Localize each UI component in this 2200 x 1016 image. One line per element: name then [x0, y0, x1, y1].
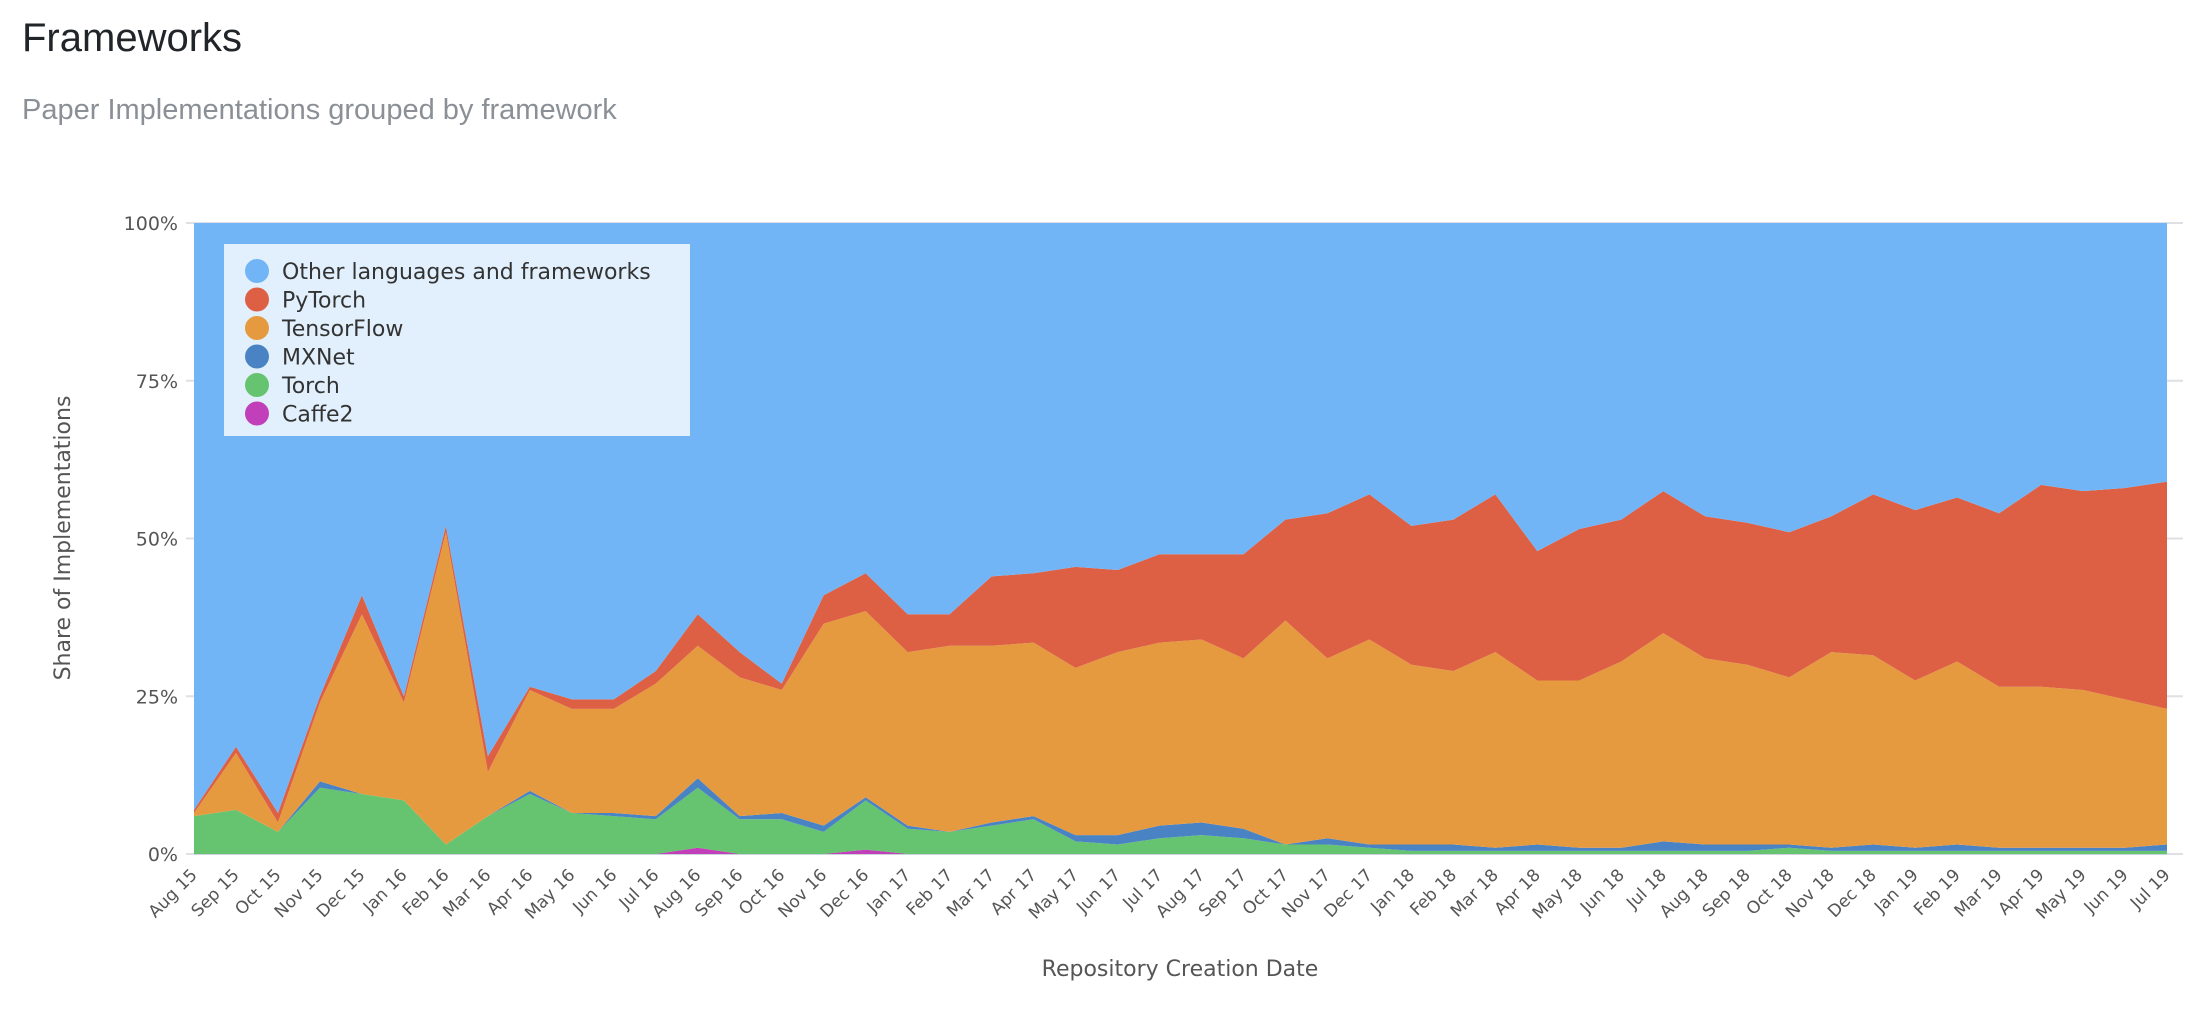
legend-marker-icon — [245, 259, 269, 283]
legend-label: PyTorch — [282, 289, 366, 314]
area-torch[interactable] — [194, 787, 2167, 854]
legend-marker-icon — [245, 373, 269, 397]
area-tensorflow[interactable] — [194, 532, 2167, 848]
x-tick-label: Mar 18 — [1447, 865, 1503, 921]
legend: Other languages and frameworks PyTorch Ten… — [224, 244, 690, 436]
y-tick-label: 75% — [136, 371, 178, 393]
x-tick-label: Jun 19 — [2080, 865, 2133, 918]
y-tick-label: 50% — [136, 529, 178, 551]
area-pytorch[interactable] — [194, 481, 2167, 823]
legend-marker-icon — [245, 316, 269, 340]
x-tick-label: Sep 17 — [1195, 865, 1251, 921]
x-tick-label: Sep 16 — [691, 865, 747, 921]
legend-item[interactable]: Other languages and frameworks — [245, 259, 651, 285]
page-title: Frameworks — [22, 16, 243, 60]
legend-box — [224, 244, 690, 436]
y-tick-label: 100% — [124, 213, 178, 235]
legend-item[interactable]: TensorFlow — [245, 316, 403, 342]
legend-label: TensorFlow — [281, 317, 403, 342]
legend-label: Other languages and frameworks — [282, 260, 651, 285]
legend-item[interactable]: PyTorch — [245, 287, 366, 314]
legend-item[interactable]: Torch — [245, 373, 340, 399]
area-caffe2[interactable] — [194, 847, 2167, 854]
legend-item[interactable]: Caffe2 — [245, 401, 354, 428]
x-tick-label: Jun 18 — [1576, 865, 1629, 918]
legend-marker-icon — [245, 344, 269, 369]
y-tick-label: 0% — [148, 844, 178, 866]
x-tick-label: Jul 19 — [2126, 865, 2174, 913]
legend-item[interactable]: MXNet — [245, 344, 355, 371]
area-mxnet[interactable] — [194, 778, 2167, 851]
x-tick-label: Sep 18 — [1699, 865, 1755, 921]
legend-label: MXNet — [282, 346, 355, 371]
legend-marker-icon — [245, 401, 269, 426]
x-tick-label: Mar 16 — [439, 865, 495, 921]
legend-label: Torch — [281, 374, 340, 399]
y-axis-ticks: 0% 25% 50% 75% 100% — [124, 213, 178, 866]
x-axis-title: Repository Creation Date — [1042, 957, 1319, 982]
x-tick-label: Mar 19 — [1951, 865, 2007, 921]
legend-marker-icon — [245, 287, 269, 312]
y-tick-label: 25% — [136, 686, 178, 708]
x-tick-label: Jun 16 — [569, 865, 622, 918]
y-axis-title: Share of Implementations — [51, 396, 76, 681]
x-tick-label: Jun 17 — [1072, 865, 1125, 918]
legend-label: Caffe2 — [282, 403, 354, 428]
x-tick-label: Mar 17 — [943, 865, 999, 921]
x-tick-label: Sep 15 — [188, 865, 244, 921]
page-subtitle: Paper Implementations grouped by framewo… — [22, 94, 617, 126]
